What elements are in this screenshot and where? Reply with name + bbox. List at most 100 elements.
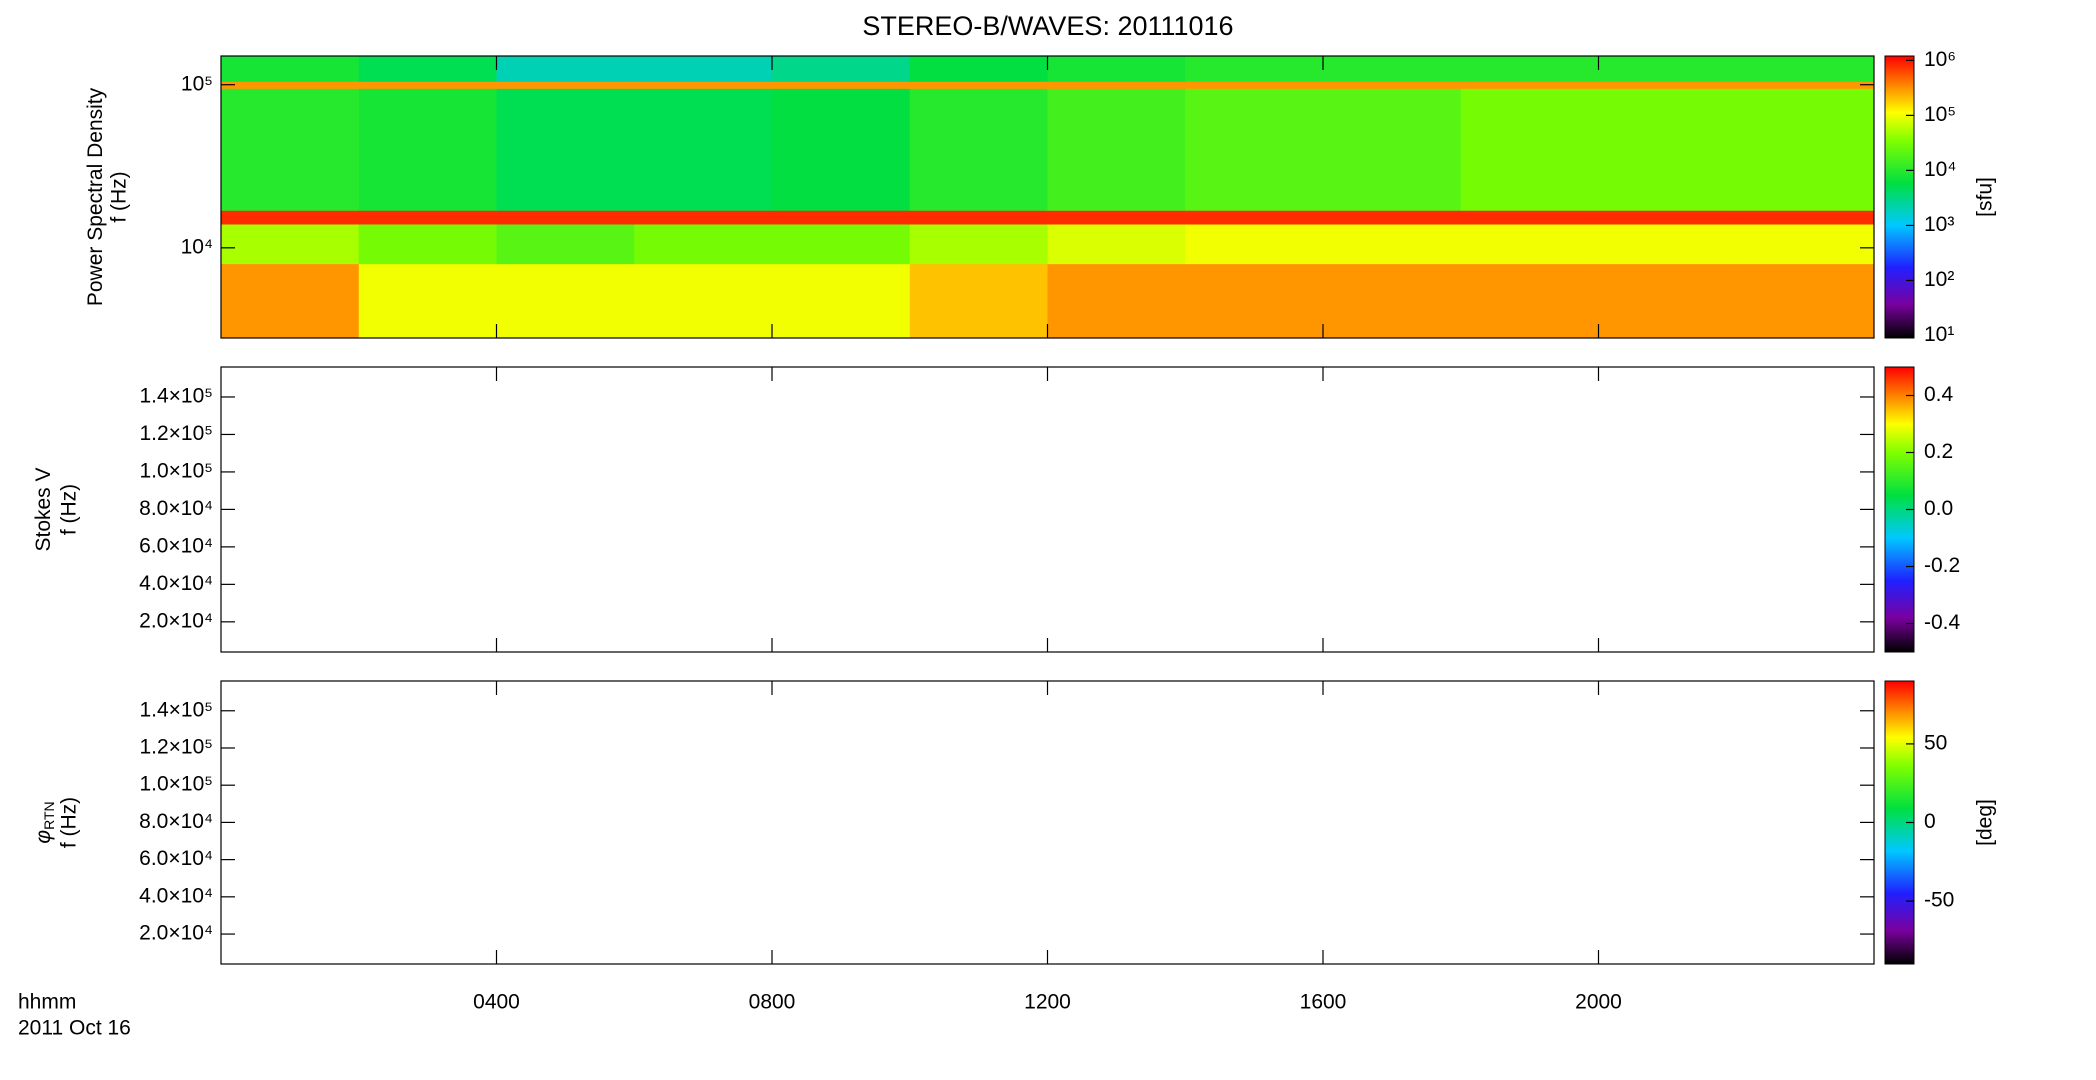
y-axis-label-subscript: RTN (41, 801, 57, 830)
heatmap-cell (909, 56, 1048, 82)
heatmap-cell (634, 81, 773, 89)
heatmap-cell (1323, 210, 1462, 225)
heatmap-cell (909, 210, 1048, 225)
y-axis-label: φRTN f (Hz) (32, 797, 81, 848)
heatmap-cell (221, 223, 360, 265)
colorbar-label: [sfu] (1974, 177, 1997, 217)
heatmap-cell (1736, 56, 1875, 82)
y-tick-label: 1.2×10⁵ (139, 422, 213, 445)
heatmap-cell (358, 210, 497, 225)
heatmap-cell (1598, 56, 1737, 82)
date-label: 2011 Oct 16 (18, 1017, 131, 1040)
colorbar-tick-label: 10⁵ (1924, 103, 1956, 126)
colorbar-tick-label: 50 (1924, 731, 1947, 754)
x-tick-label: 1200 (1024, 991, 1071, 1014)
heatmap-cell (1185, 210, 1324, 225)
x-tick-label: 1600 (1300, 991, 1347, 1014)
y-axis-label-line: Power Spectral Density (84, 87, 107, 306)
heatmap-cell (634, 263, 773, 339)
y-axis-label-line: f (Hz) (58, 484, 81, 535)
heatmap-cell (221, 56, 360, 82)
colorbar-tick-label: -0.4 (1924, 611, 1961, 634)
y-axis-label: Power Spectral Density f (Hz) (84, 87, 131, 306)
heatmap-cell (772, 210, 911, 225)
colorbar-label: [deg] (1974, 799, 1997, 846)
heatmap-cell (221, 210, 360, 225)
y-axis-label-text: φ (32, 830, 55, 844)
heatmap-cell (496, 223, 635, 265)
heatmap-cell (1460, 210, 1599, 225)
heatmap-cell (1598, 223, 1737, 265)
y-tick-label: 4.0×10⁴ (139, 884, 213, 907)
heatmap-cell (496, 56, 635, 82)
colorbar-tick-label: 0.0 (1924, 497, 1953, 520)
heatmap-cell (1185, 56, 1324, 82)
heatmap-cell (1460, 56, 1599, 82)
heatmap-cell (358, 56, 497, 82)
y-axis-label-line: Stokes V (32, 467, 55, 551)
heatmap-cell (221, 263, 360, 339)
heatmap-cell (1047, 223, 1186, 265)
heatmap-cell (358, 88, 497, 211)
y-tick-label: 2.0×10⁴ (139, 922, 213, 945)
heatmap-cell (634, 56, 773, 82)
plot-frame (220, 366, 1875, 653)
heatmap-cell (1460, 263, 1599, 339)
heatmap-cell (1736, 210, 1875, 225)
heatmap-cell (909, 223, 1048, 265)
heatmap-cell (1736, 263, 1875, 339)
colorbar-tick-label: 10⁶ (1924, 48, 1956, 71)
heatmap-cell (1323, 88, 1462, 211)
heatmap-cell (1185, 88, 1324, 211)
y-tick-label: 1.4×10⁵ (139, 385, 213, 408)
plot-frame (220, 680, 1875, 965)
heatmap-cell (772, 56, 911, 82)
heatmap-cell (1598, 88, 1737, 211)
heatmap-cell (221, 81, 360, 89)
heatmap-cell (1598, 210, 1737, 225)
y-tick-label: 10⁴ (181, 235, 213, 258)
heatmap-cell (634, 223, 773, 265)
heatmap-cell (1736, 88, 1875, 211)
y-axis-label-text: Power Spectral Density (84, 87, 107, 306)
y-tick-label: 1.2×10⁵ (139, 736, 213, 759)
y-tick-label: 1.0×10⁵ (139, 773, 213, 796)
heatmap-cell (772, 223, 911, 265)
heatmap-cell (1460, 223, 1599, 265)
heatmap-cell (772, 88, 911, 211)
colorbar-tick-label: 10¹ (1924, 323, 1954, 346)
colorbar-tick-label: 10² (1924, 268, 1954, 291)
y-tick-label: 4.0×10⁴ (139, 572, 213, 595)
y-tick-label: 1.4×10⁵ (139, 698, 213, 721)
heatmap-cell (1598, 263, 1737, 339)
x-tick-label: 0400 (473, 991, 520, 1014)
y-axis-label-line: φRTN (32, 801, 57, 843)
heatmap-cell (772, 81, 911, 89)
heatmap-cell (634, 210, 773, 225)
heatmap-cell (1047, 81, 1186, 89)
heatmap-cell (496, 263, 635, 339)
heatmap-cell (1323, 263, 1462, 339)
heatmap-cell (496, 88, 635, 211)
colorbar-tick-label: 0.2 (1924, 440, 1953, 463)
heatmap-cell (1323, 223, 1462, 265)
y-tick-label: 2.0×10⁴ (139, 609, 213, 632)
heatmap-cell (1460, 81, 1599, 89)
heatmap-cell (1047, 88, 1186, 211)
colorbar-tick-label: 10⁴ (1924, 158, 1956, 181)
heatmap-cell (358, 81, 497, 89)
heatmap-cell (1185, 263, 1324, 339)
heatmap-cell (1185, 223, 1324, 265)
colorbar (1884, 55, 1915, 339)
heatmap-cell (496, 81, 635, 89)
x-tick-label: 2000 (1575, 991, 1622, 1014)
heatmap-cell (1598, 81, 1737, 89)
heatmap-cell (221, 88, 360, 211)
heatmap-cell (909, 263, 1048, 339)
heatmap-cell (496, 210, 635, 225)
y-tick-label: 8.0×10⁴ (139, 497, 213, 520)
heatmap-cell (1736, 223, 1875, 265)
y-tick-label: 6.0×10⁴ (139, 847, 213, 870)
